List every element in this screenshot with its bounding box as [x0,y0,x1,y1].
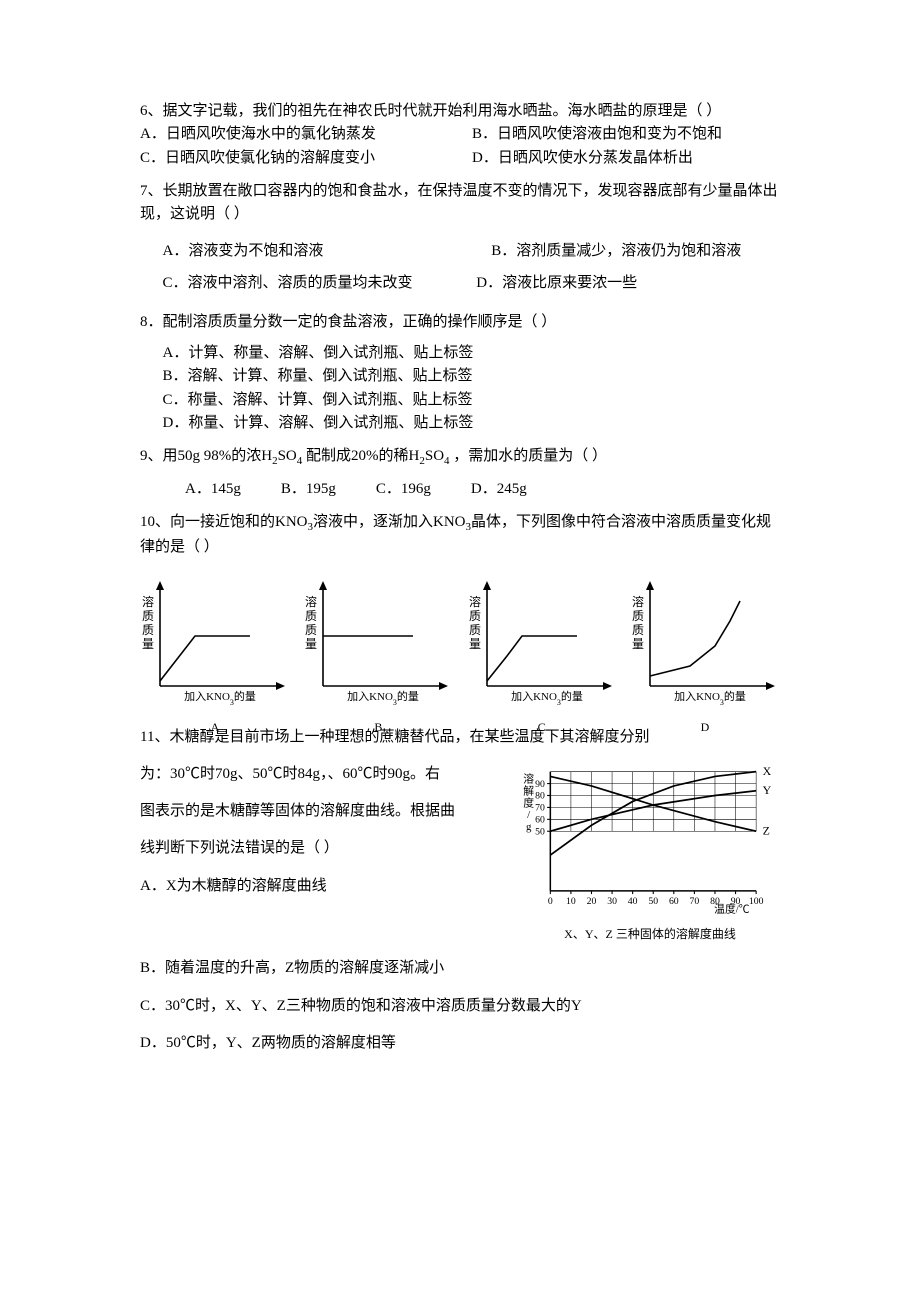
q10-chart-c: 溶质质量加入KNO3的量C [467,566,617,716]
svg-text:70: 70 [535,803,545,814]
q11-opt-a: A．X为木糖醇的溶解度曲线 [140,875,504,898]
svg-text:质: 质 [305,609,317,623]
question-6: 6、据文字记载，我们的祖先在神农氏时代就开始利用海水晒盐。海水晒盐的原理是（ ）… [140,100,780,170]
svg-text:50: 50 [535,826,545,837]
question-7: 7、长期放置在敞口容器内的饱和食盐水，在保持温度不变的情况下，发现容器底部有少量… [140,180,780,295]
svg-text:90: 90 [535,779,545,790]
svg-text:质: 质 [142,609,154,623]
q7-opt-d: D．溶液比原来要浓一些 [476,272,780,295]
q6-opt-a: A．日晒风吹使海水中的氯化钠蒸发 [140,123,448,146]
svg-text:溶: 溶 [142,594,154,609]
q11-chart: 01020304050607080901005060708090溶解度/g温度/… [520,763,780,944]
svg-text:加入KNO3的量: 加入KNO3的量 [511,689,583,707]
question-10: 10、向一接近饱和的KNO3溶液中，逐渐加入KNO3晶体，下列图像中符合溶液中溶… [140,511,780,715]
svg-text:温度/℃: 温度/℃ [714,901,750,914]
svg-text:量: 量 [142,637,154,651]
q6-opt-d: D．日晒风吹使水分蒸发晶体析出 [472,147,780,170]
svg-text:质: 质 [305,623,317,637]
svg-text:溶: 溶 [632,594,644,609]
q8-options: A．计算、称量、溶解、倒入试剂瓶、贴上标签 B．溶解、计算、称量、倒入试剂瓶、贴… [140,342,780,435]
q6-opt-b: B．日晒风吹使溶液由饱和变为不饱和 [472,123,780,146]
svg-text:质: 质 [632,609,644,623]
svg-text:0: 0 [548,896,553,907]
svg-text:质: 质 [632,623,644,637]
svg-text:Y: Y [763,783,772,797]
q10-chart-label: C [467,718,617,737]
svg-text:加入KNO3的量: 加入KNO3的量 [347,689,419,707]
subscript-2b: 2 [419,455,425,467]
svg-text:质: 质 [469,609,481,623]
q9-opt-b: B．195g [281,478,336,501]
svg-text:解: 解 [523,783,534,797]
page: 6、据文字记载，我们的祖先在神农氏时代就开始利用海水晒盐。海水晒盐的原理是（ ）… [0,0,920,1302]
q11-stem-l2: 为：30℃时70g、50℃时84g，、60℃时90g。右 [140,763,504,786]
q9-opt-a: A．145g [185,478,241,501]
q7-opt-c: C．溶液中溶剂、溶质的质量均未改变 [163,272,467,295]
svg-text:70: 70 [690,896,700,907]
svg-text:质: 质 [469,623,481,637]
svg-text:溶: 溶 [523,771,534,785]
q11-opt-c: C．30℃时，X、Y、Z三种物质的饱和溶液中溶质质量分数最大的Y [140,995,780,1018]
svg-text:20: 20 [587,896,597,907]
q6-options: A．日晒风吹使海水中的氯化钠蒸发 B．日晒风吹使溶液由饱和变为不饱和 C．日晒风… [140,123,780,170]
q10-chart-b: 溶质质量加入KNO3的量B [303,566,453,716]
q8-stem: 8．配制溶质质量分数一定的食盐溶液，正确的操作顺序是（ ） [140,311,780,334]
q7-stem: 7、长期放置在敞口容器内的饱和食盐水，在保持温度不变的情况下，发现容器底部有少量… [140,180,780,227]
svg-text:加入KNO3的量: 加入KNO3的量 [184,689,256,707]
q11-body: 为：30℃时70g、50℃时84g，、60℃时90g。右 图表示的是木糖醇等固体… [140,763,780,944]
q11-stem-l4: 线判断下列说法错误的是（ ） [140,837,504,860]
q7-options: A．溶液变为不饱和溶液 B．溶剂质量减少，溶液仍为饱和溶液 C．溶液中溶剂、溶质… [140,240,780,295]
q10-chart-d: 溶质质量加入KNO3的量D [630,566,780,716]
question-9: 9、用50g 98%的浓H2SO4 配制成20%的稀H2SO4 ，需加水的质量为… [140,445,780,501]
q8-opt-d: D．称量、计算、溶解、倒入试剂瓶、贴上标签 [163,412,781,435]
q8-opt-b: B．溶解、计算、称量、倒入试剂瓶、贴上标签 [163,365,781,388]
svg-text:50: 50 [648,896,658,907]
svg-text:量: 量 [632,637,644,651]
svg-text:30: 30 [607,896,617,907]
q10-chart-a: 溶质质量加入KNO3的量A [140,566,290,716]
q8-opt-c: C．称量、溶解、计算、倒入试剂瓶、贴上标签 [163,389,781,412]
svg-text:溶: 溶 [469,594,481,609]
question-11: 11、木糖醇是目前市场上一种理想的蔗糖替代品，在某些温度下其溶解度分别 为：30… [140,726,780,1056]
svg-text:X: X [763,764,772,778]
svg-text:60: 60 [535,814,545,825]
svg-text:质: 质 [142,623,154,637]
svg-text:10: 10 [566,896,576,907]
q9-stem: 9、用50g 98%的浓H2SO4 配制成20%的稀H2SO4 ，需加水的质量为… [140,448,607,464]
q10-chart-label: B [303,718,453,737]
svg-text:/: / [527,809,531,821]
q7-opt-b: B．溶剂质量减少，溶液仍为饱和溶液 [491,240,780,263]
question-8: 8．配制溶质质量分数一定的食盐溶液，正确的操作顺序是（ ） A．计算、称量、溶解… [140,311,780,435]
q9-options: A．145g B．195g C．196g D．245g [140,478,780,501]
svg-text:Z: Z [763,823,770,837]
q6-stem: 6、据文字记载，我们的祖先在神农氏时代就开始利用海水晒盐。海水晒盐的原理是（ ） [140,100,780,123]
q10-chart-label: D [630,718,780,737]
svg-text:g: g [526,821,532,833]
solubility-chart-svg: 01020304050607080901005060708090溶解度/g温度/… [520,763,780,915]
svg-text:量: 量 [305,637,317,651]
svg-text:度: 度 [523,795,534,809]
q6-opt-c: C．日晒风吹使氯化钠的溶解度变小 [140,147,448,170]
q10-chart-label: A [140,718,290,737]
svg-text:60: 60 [669,896,679,907]
q8-opt-a: A．计算、称量、溶解、倒入试剂瓶、贴上标签 [163,342,781,365]
svg-text:80: 80 [535,791,545,802]
q7-opt-a: A．溶液变为不饱和溶液 [163,240,452,263]
q11-opt-b: B．随着温度的升高，Z物质的溶解度逐渐减小 [140,957,780,980]
svg-text:溶: 溶 [305,594,317,609]
svg-text:40: 40 [628,896,638,907]
q11-stem-l3: 图表示的是木糖醇等固体的溶解度曲线。根据曲 [140,800,504,823]
q11-opt-d: D．50℃时，Y、Z两物质的溶解度相等 [140,1032,780,1055]
q10-charts: 溶质质量加入KNO3的量A溶质质量加入KNO3的量B溶质质量加入KNO3的量C溶… [140,566,780,716]
svg-text:量: 量 [469,637,481,651]
q9-opt-d: D．245g [471,478,527,501]
svg-text:100: 100 [749,896,764,907]
q11-text: 为：30℃时70g、50℃时84g，、60℃时90g。右 图表示的是木糖醇等固体… [140,763,504,912]
q10-stem: 10、向一接近饱和的KNO3溶液中，逐渐加入KNO3晶体，下列图像中符合溶液中溶… [140,514,771,555]
svg-text:加入KNO3的量: 加入KNO3的量 [674,689,746,707]
q11-chart-caption: X、Y、Z 三种固体的溶解度曲线 [520,925,780,944]
subscript-2: 2 [272,455,278,467]
q9-opt-c: C．196g [376,478,431,501]
